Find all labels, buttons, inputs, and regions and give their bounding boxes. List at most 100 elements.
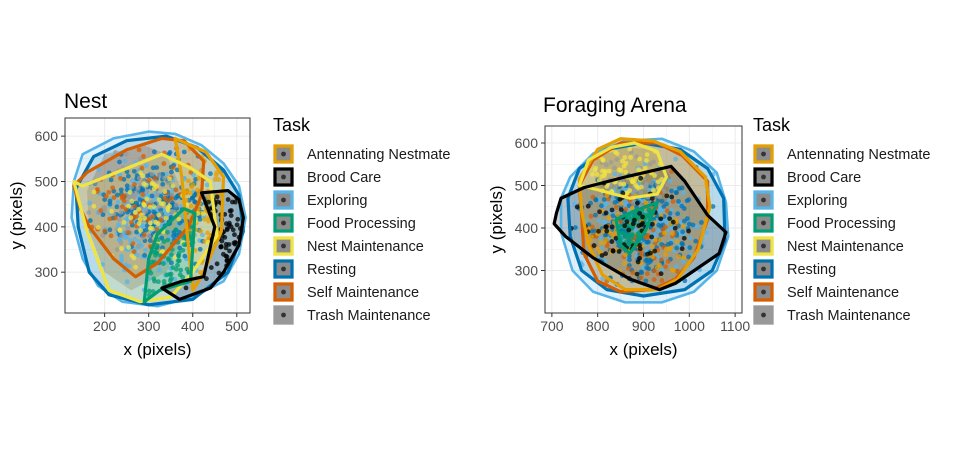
point-nest-maintenance [160,248,165,254]
point-exploring [695,224,700,229]
point-brood-care [667,216,673,221]
point-trash-maintenance [149,172,155,177]
point-exploring [665,227,671,233]
point-self-maintenance [136,147,142,153]
legend-item-exploring: Exploring [753,190,847,210]
point-resting [182,253,188,259]
legend: Task Antennating Nestmate Brood Care Explor… [273,115,450,325]
point-trash-maintenance [135,243,141,249]
point-brood-care [223,221,229,227]
point-self-maintenance [630,270,636,276]
point-resting [638,269,644,275]
point-brood-care [596,228,601,234]
legend-label: Exploring [787,193,847,209]
point-resting [197,246,203,252]
point-self-maintenance [618,219,624,225]
point-trash-maintenance [644,181,650,187]
point-trash-maintenance [657,194,662,200]
point-antennating-nestmate [681,255,687,261]
point-food-processing [626,215,632,221]
point-exploring [127,237,133,243]
legend-key-point [281,243,286,249]
point-food-processing [180,247,186,253]
point-self-maintenance [588,213,594,219]
point-resting [627,257,632,263]
point-nest-maintenance [147,204,153,210]
point-resting [124,183,130,189]
point-antennating-nestmate [670,231,675,236]
point-nest-maintenance [151,186,157,192]
point-brood-care [208,265,214,270]
point-antennating-nestmate [196,175,202,181]
point-resting [643,278,649,284]
point-self-maintenance [123,207,129,212]
y-tick-label: 600 [515,135,539,151]
point-nest-maintenance [644,158,649,163]
point-food-processing [630,232,635,238]
legend-label: Nest Maintenance [307,239,424,255]
point-brood-care [670,219,676,225]
point-nest-maintenance [127,189,133,195]
point-antennating-nestmate [198,228,204,234]
point-antennating-nestmate [670,268,676,273]
point-nest-maintenance [627,146,633,152]
point-brood-care [648,250,653,256]
point-food-processing [175,258,181,264]
point-exploring [687,235,693,241]
point-food-processing [626,235,632,240]
point-brood-care [609,207,615,213]
point-antennating-nestmate [680,223,686,229]
point-nest-maintenance [126,244,132,250]
point-exploring [87,200,93,206]
legend: Task Antennating Nestmate Brood Care Explor… [753,115,930,325]
point-resting [167,149,173,155]
point-trash-maintenance [118,209,124,215]
point-resting [669,188,674,194]
legend-key-point [281,197,286,203]
point-nest-maintenance [144,196,150,202]
point-resting [117,159,122,165]
point-self-maintenance [659,278,665,283]
point-antennating-nestmate [658,237,663,243]
hull-brood-care [552,164,728,292]
legend-label: Brood Care [307,170,381,186]
point-antennating-nestmate [206,195,211,201]
point-nest-maintenance [170,183,176,189]
point-food-processing [173,227,179,233]
point-trash-maintenance [170,209,176,214]
point-self-maintenance [112,215,118,221]
point-resting [177,220,183,226]
point-exploring [680,259,686,265]
point-food-processing [165,237,171,243]
point-self-maintenance [152,175,158,181]
point-brood-care [681,235,687,241]
point-trash-maintenance [612,165,617,171]
point-trash-maintenance [154,192,160,198]
point-resting [656,222,662,228]
legend-item-food-processing: Food Processing [753,213,896,233]
point-nest-maintenance [141,181,147,187]
point-food-processing [181,235,187,241]
point-food-processing [165,256,171,262]
point-brood-care [228,213,234,218]
point-resting [679,240,685,246]
point-resting [664,201,669,207]
point-antennating-nestmate [662,230,667,236]
point-trash-maintenance [136,175,142,181]
point-resting [131,168,137,174]
point-resting [645,239,651,245]
legend-key-point [761,174,766,180]
point-brood-care [231,240,237,246]
panel-title: Nest [64,90,107,113]
x-axis-label: x (pixels) [609,340,677,359]
legend-key-point [761,312,766,318]
point-brood-care [218,244,224,249]
point-resting [647,259,653,264]
point-resting [208,171,213,177]
point-trash-maintenance [603,162,609,168]
point-brood-care [613,235,619,241]
point-nest-maintenance [618,168,624,173]
panel-title: Foraging Arena [543,94,687,117]
legend-key-point [761,197,766,203]
point-trash-maintenance [614,157,620,163]
